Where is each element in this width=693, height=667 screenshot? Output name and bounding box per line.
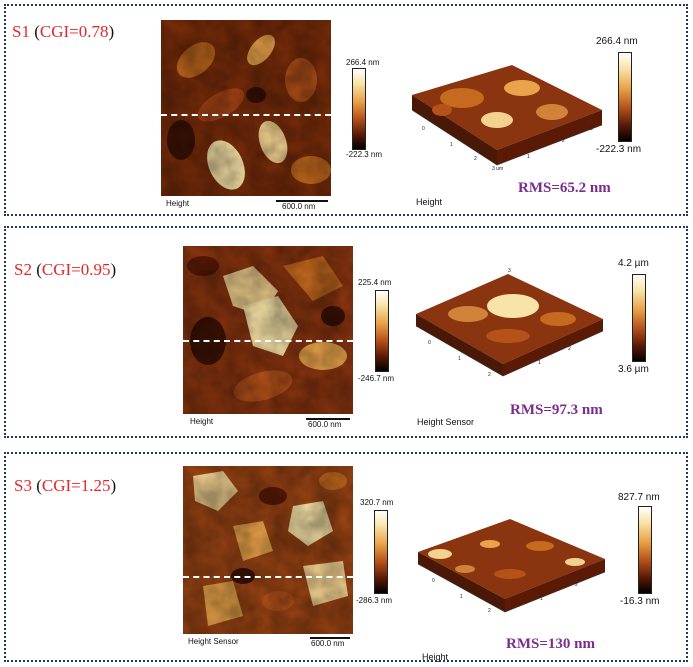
colorbar-2d-min: -246.7 nm [358, 374, 395, 383]
profile-line [161, 114, 331, 116]
image-caption: Height [166, 199, 190, 208]
paren-close: ) [110, 476, 117, 495]
sample-panel-s1: S1 (CGI=0.78) Height 600.0 nm 266.4 nm -… [4, 4, 688, 216]
svg-text:2: 2 [488, 372, 491, 378]
colorbar-2d-max: 320.7 nm [360, 498, 394, 507]
rms-value: RMS=97.3 nm [510, 402, 603, 418]
sample-panel-s3: S3 (CGI=1.25) Height Sensor 600.0 nm 320… [4, 452, 688, 662]
afm-height-image [183, 246, 353, 414]
afm-3d-surface: 0 1 2 1 2 3 [415, 268, 604, 378]
colorbar-3d-min: 3.6 µm [618, 364, 649, 375]
colorbar-3d-max: 4.2 µm [618, 258, 649, 269]
colorbar-2d [352, 68, 366, 150]
sample-label: S2 (CGI=0.95) [14, 260, 116, 280]
cgi-value: CGI=0.95 [41, 260, 111, 279]
sample-id: S2 [14, 260, 32, 279]
sample-label: S3 (CGI=1.25) [14, 476, 116, 496]
profile-line [183, 576, 353, 578]
svg-text:3: 3 [508, 268, 511, 274]
svg-text:2: 2 [488, 608, 491, 614]
colorbar-2d-max: 225.4 nm [358, 278, 392, 287]
svg-text:0: 0 [428, 340, 431, 346]
svg-text:1: 1 [450, 142, 453, 148]
svg-text:3 um: 3 um [492, 166, 503, 172]
afm-3d-surface: 0 1 2 3 um 1 2 3 [411, 65, 603, 172]
colorbar-2d-min: -286.3 nm [356, 596, 393, 605]
paren-close: ) [110, 260, 117, 279]
colorbar-3d [618, 52, 632, 142]
svg-text:2: 2 [474, 156, 477, 162]
colorbar-3d [638, 506, 652, 594]
sample-label: S1 (CGI=0.78) [12, 22, 114, 42]
afm-height-image [161, 20, 331, 196]
colorbar-2d-min: -222.3 nm [346, 150, 383, 159]
svg-text:1: 1 [458, 356, 461, 362]
colorbar-2d-max: 266.4 nm [346, 58, 380, 67]
svg-text:1: 1 [538, 360, 541, 366]
sample-id: S1 [12, 22, 30, 41]
afm-height-image [183, 466, 353, 634]
scale-bar [310, 637, 350, 639]
svg-text:1: 1 [540, 596, 543, 602]
profile-line [183, 340, 353, 342]
svg-text:0: 0 [422, 126, 425, 132]
surface-caption: Height Sensor [417, 417, 475, 427]
paren-close: ) [108, 22, 115, 41]
afm-3d-surface: 0 1 2 1 2 [417, 519, 606, 614]
scale-bar-label: 600.0 nm [308, 420, 342, 429]
paren-open: ( [31, 476, 42, 495]
cgi-value: CGI=0.78 [39, 22, 109, 41]
colorbar-2d [374, 510, 388, 594]
colorbar-3d-min: -222.3 nm [596, 144, 642, 155]
colorbar-2d [375, 290, 389, 372]
scale-bar [276, 200, 328, 202]
svg-text:1: 1 [460, 594, 463, 600]
colorbar-3d-max: 827.7 nm [618, 492, 660, 503]
sample-id: S3 [14, 476, 32, 495]
paren-open: ( [31, 260, 42, 279]
svg-text:2: 2 [575, 582, 578, 588]
image-caption: Height Sensor [188, 637, 239, 646]
svg-text:0: 0 [432, 578, 435, 584]
surface-caption: Height [416, 197, 443, 207]
image-caption: Height [190, 417, 214, 426]
colorbar-3d-min: -16.3 nm [620, 596, 660, 607]
rms-value: RMS=65.2 nm [518, 180, 611, 196]
paren-open: ( [29, 22, 40, 41]
svg-text:2: 2 [568, 346, 571, 352]
colorbar-3d-max: 266.4 nm [596, 36, 638, 47]
svg-text:2: 2 [562, 138, 565, 144]
rms-value: RMS=130 nm [506, 636, 595, 652]
surface-caption: Height [422, 652, 449, 662]
sample-panel-s2: S2 (CGI=0.95) Height 600.0 nm 225.4 nm -… [4, 226, 688, 438]
scale-bar-label: 600.0 nm [311, 639, 345, 648]
scale-bar [306, 418, 350, 420]
cgi-value: CGI=1.25 [41, 476, 111, 495]
colorbar-3d [632, 274, 646, 362]
svg-text:1: 1 [527, 154, 530, 160]
svg-text:3: 3 [590, 126, 593, 132]
scale-bar-label: 600.0 nm [282, 202, 316, 211]
